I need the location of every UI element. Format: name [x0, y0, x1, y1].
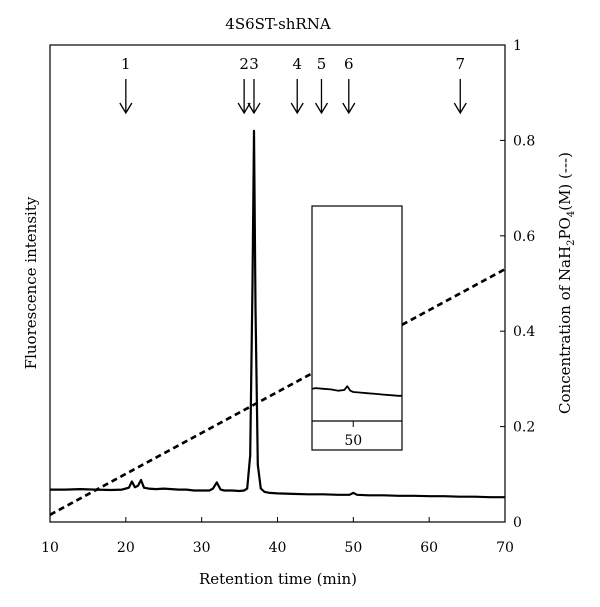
y-right-tick-label: 0.6	[513, 229, 535, 245]
x-tick-label: 10	[41, 540, 59, 556]
y-right-label-part3: (M) (---)	[556, 152, 574, 211]
plot-frame	[49, 44, 506, 523]
marker-label: 4	[292, 55, 302, 73]
marker-label: 2	[239, 55, 249, 73]
marker-arrow-head	[342, 102, 356, 115]
marker-arrow-head	[314, 102, 329, 115]
inset-zoom: 50	[311, 205, 403, 451]
x-tick-label: 70	[496, 540, 514, 556]
plot-border	[49, 44, 506, 523]
x-tick-label: 60	[420, 540, 438, 556]
y-right-tick-label: 0.2	[513, 420, 535, 436]
marker-label: 3	[249, 55, 259, 73]
marker-arrow-head	[247, 102, 261, 115]
marker-label: 6	[344, 55, 354, 73]
y-right-label-sub1: 2	[566, 240, 577, 246]
series-group	[49, 129, 506, 516]
x-axis-label: Retention time (min)	[199, 570, 357, 588]
marker-label: 5	[317, 55, 327, 73]
y-right-tick-label: 1	[513, 38, 522, 54]
y-right-tick-label: 0.8	[513, 133, 535, 149]
inset-box	[311, 205, 403, 451]
y-right-label-part2: PO	[556, 217, 574, 239]
inset-trace-line	[311, 385, 402, 397]
marker-arrow-head	[290, 102, 304, 115]
marker-arrow-head	[119, 102, 133, 115]
marker-arrow-head	[453, 102, 467, 115]
marker-arrow-head	[237, 102, 251, 115]
marker-label: 7	[455, 55, 465, 73]
x-tick-label: 20	[117, 540, 135, 556]
axis-ticks: 10 20 30 40 50 60 70 0 0.2 0.4 0.6 0.8 1	[41, 38, 535, 556]
y-right-tick-label: 0	[513, 515, 522, 531]
y-right-tick-label: 0.4	[513, 324, 535, 340]
gradient-dashed-line	[49, 268, 506, 516]
y-axis-left-label: Fluorescence intensity	[22, 196, 40, 369]
fluorescence-trace-line	[50, 129, 505, 499]
chart-title: 4S6ST-shRNA	[225, 15, 331, 33]
inset-tick-label: 50	[344, 433, 362, 449]
x-tick-label: 50	[344, 540, 362, 556]
y-right-label-part1: Concentration of NaH	[556, 246, 574, 414]
x-tick-label: 40	[269, 540, 287, 556]
y-axis-right-label: Concentration of NaH2PO4(M) (---)	[556, 152, 577, 414]
x-tick-label: 30	[193, 540, 211, 556]
marker-label: 1	[121, 55, 131, 73]
y-right-label-sub2: 4	[566, 211, 577, 217]
